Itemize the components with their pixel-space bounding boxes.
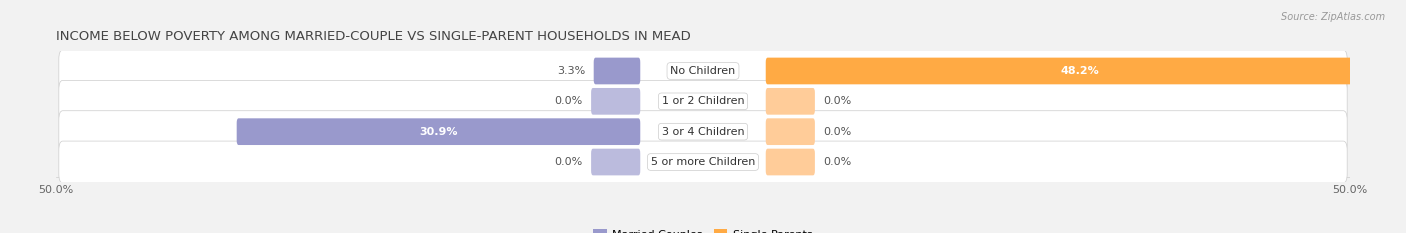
FancyBboxPatch shape (591, 88, 640, 115)
Text: 0.0%: 0.0% (554, 157, 582, 167)
Text: 3 or 4 Children: 3 or 4 Children (662, 127, 744, 137)
Text: No Children: No Children (671, 66, 735, 76)
FancyBboxPatch shape (766, 58, 1393, 84)
FancyBboxPatch shape (766, 88, 815, 115)
FancyBboxPatch shape (59, 111, 1347, 153)
Text: 0.0%: 0.0% (824, 127, 852, 137)
Text: 0.0%: 0.0% (554, 96, 582, 106)
Text: 5 or more Children: 5 or more Children (651, 157, 755, 167)
Text: 0.0%: 0.0% (824, 96, 852, 106)
Text: Source: ZipAtlas.com: Source: ZipAtlas.com (1281, 12, 1385, 22)
Text: 30.9%: 30.9% (419, 127, 458, 137)
FancyBboxPatch shape (766, 149, 815, 175)
Text: 48.2%: 48.2% (1060, 66, 1099, 76)
Text: 1 or 2 Children: 1 or 2 Children (662, 96, 744, 106)
FancyBboxPatch shape (593, 58, 640, 84)
FancyBboxPatch shape (59, 50, 1347, 92)
Text: INCOME BELOW POVERTY AMONG MARRIED-COUPLE VS SINGLE-PARENT HOUSEHOLDS IN MEAD: INCOME BELOW POVERTY AMONG MARRIED-COUPL… (56, 30, 690, 43)
Text: 3.3%: 3.3% (557, 66, 585, 76)
Legend: Married Couples, Single Parents: Married Couples, Single Parents (589, 225, 817, 233)
FancyBboxPatch shape (59, 141, 1347, 183)
FancyBboxPatch shape (591, 149, 640, 175)
FancyBboxPatch shape (766, 118, 815, 145)
FancyBboxPatch shape (236, 118, 640, 145)
FancyBboxPatch shape (59, 80, 1347, 122)
Text: 0.0%: 0.0% (824, 157, 852, 167)
